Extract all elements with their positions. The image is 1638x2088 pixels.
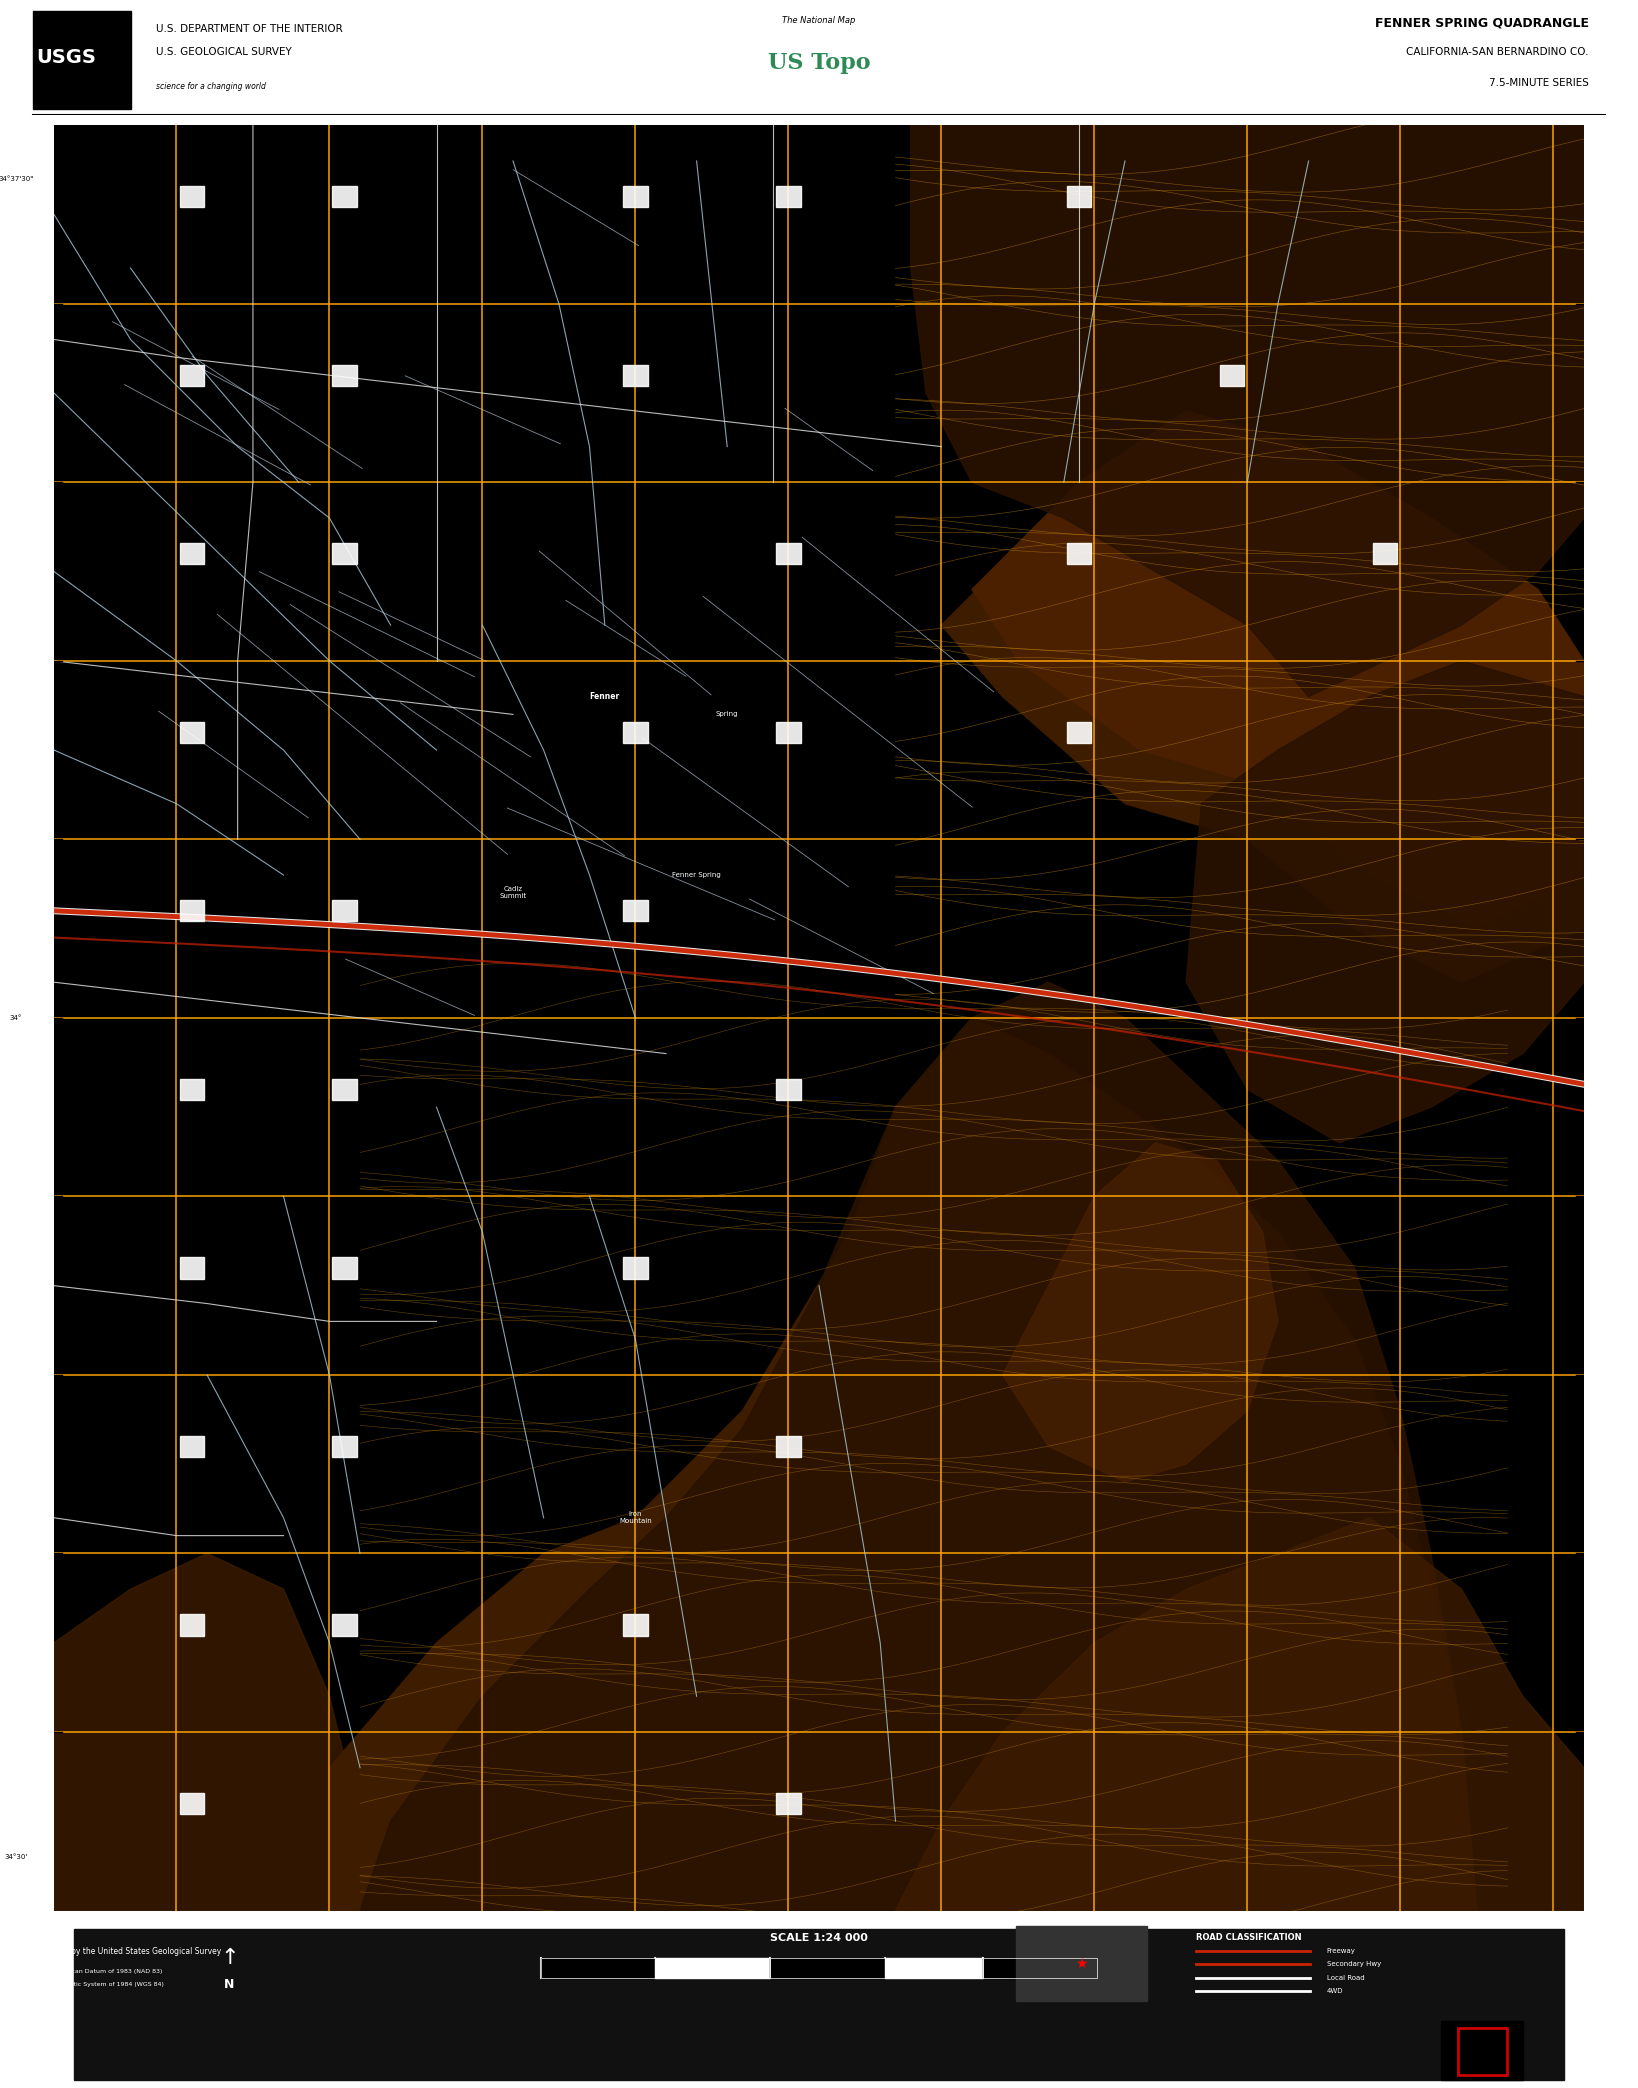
Bar (622, 1614, 647, 1635)
Bar (776, 543, 801, 564)
Bar (776, 1437, 801, 1457)
Bar (333, 900, 357, 921)
Bar (1016, 1925, 1147, 2000)
Text: ROAD CLASSIFICATION: ROAD CLASSIFICATION (1196, 1933, 1301, 1942)
Bar (1066, 722, 1091, 743)
Bar (180, 543, 205, 564)
Bar (333, 1614, 357, 1635)
Polygon shape (911, 125, 1584, 697)
Text: The National Map: The National Map (783, 17, 855, 25)
Polygon shape (1186, 662, 1584, 1142)
Bar (655, 1959, 770, 1977)
Text: US Topo: US Topo (768, 52, 870, 75)
Bar (180, 900, 205, 921)
Bar (180, 1079, 205, 1100)
Text: U.S. DEPARTMENT OF THE INTERIOR: U.S. DEPARTMENT OF THE INTERIOR (156, 23, 342, 33)
Text: Iron
Mountain: Iron Mountain (619, 1512, 652, 1524)
Bar (333, 1437, 357, 1457)
Bar (983, 1959, 1097, 1977)
Bar (180, 722, 205, 743)
Bar (776, 1079, 801, 1100)
Text: N: N (224, 1977, 234, 1992)
Bar (655, 1959, 770, 1977)
Bar (885, 1959, 983, 1977)
Text: Freeway: Freeway (1327, 1948, 1356, 1954)
Bar (333, 1257, 357, 1278)
Bar (1441, 2021, 1523, 2080)
Text: 34°37'30": 34°37'30" (0, 175, 33, 182)
Text: Fenner: Fenner (590, 691, 619, 702)
Bar (622, 1257, 647, 1278)
Polygon shape (329, 1019, 1477, 1911)
Bar (1373, 543, 1397, 564)
Text: SCALE 1:24 000: SCALE 1:24 000 (770, 1933, 868, 1942)
Bar (180, 365, 205, 386)
Bar (541, 1959, 655, 1977)
Bar (333, 543, 357, 564)
Bar (180, 1257, 205, 1278)
Bar (180, 186, 205, 207)
Bar (622, 900, 647, 921)
Bar (776, 722, 801, 743)
Bar (622, 722, 647, 743)
Bar (770, 1959, 885, 1977)
Bar (983, 1959, 1097, 1977)
Bar (622, 186, 647, 207)
Text: 7.5-MINUTE SERIES: 7.5-MINUTE SERIES (1489, 77, 1589, 88)
Text: CALIFORNIA-SAN BERNARDINO CO.: CALIFORNIA-SAN BERNARDINO CO. (1407, 46, 1589, 56)
Bar (333, 1079, 357, 1100)
Text: Fenner Spring: Fenner Spring (672, 873, 721, 879)
Text: Secondary Hwy: Secondary Hwy (1327, 1961, 1381, 1967)
Bar (333, 186, 357, 207)
Text: ↑: ↑ (219, 1948, 239, 1967)
Text: 34°: 34° (10, 1015, 21, 1021)
Bar (885, 1959, 983, 1977)
Polygon shape (896, 1518, 1584, 1911)
Text: 4WD: 4WD (1327, 1988, 1343, 1994)
Bar (1458, 2027, 1507, 2075)
Text: Cadiz
Summit: Cadiz Summit (500, 887, 526, 900)
Text: Local Road: Local Road (1327, 1975, 1364, 1982)
Text: USGS: USGS (36, 48, 97, 67)
Polygon shape (1002, 1142, 1278, 1482)
Text: Spring: Spring (716, 712, 739, 718)
Text: ★: ★ (1075, 1956, 1088, 1971)
Text: science for a changing world: science for a changing world (156, 81, 265, 90)
Polygon shape (54, 1553, 360, 1911)
Bar (180, 1437, 205, 1457)
Text: North American Datum of 1983 (NAD 83): North American Datum of 1983 (NAD 83) (33, 1969, 162, 1973)
Bar (541, 1959, 655, 1977)
Bar (333, 365, 357, 386)
Bar (1066, 543, 1091, 564)
Polygon shape (360, 981, 1477, 1911)
Bar (180, 1614, 205, 1635)
Bar (180, 1794, 205, 1814)
Bar (1220, 365, 1245, 386)
Text: World Geodetic System of 1984 (WGS 84): World Geodetic System of 1984 (WGS 84) (33, 1982, 164, 1988)
Text: FENNER SPRING QUADRANGLE: FENNER SPRING QUADRANGLE (1374, 17, 1589, 29)
Polygon shape (942, 447, 1584, 981)
Bar (33, 13, 131, 109)
Polygon shape (971, 411, 1584, 929)
Bar (1066, 186, 1091, 207)
Bar (776, 186, 801, 207)
Bar (776, 1794, 801, 1814)
Text: 34°30': 34°30' (5, 1854, 28, 1860)
Bar (770, 1959, 885, 1977)
Text: Produced by the United States Geological Survey: Produced by the United States Geological… (33, 1946, 221, 1956)
Bar (622, 365, 647, 386)
Text: U.S. GEOLOGICAL SURVEY: U.S. GEOLOGICAL SURVEY (156, 46, 292, 56)
